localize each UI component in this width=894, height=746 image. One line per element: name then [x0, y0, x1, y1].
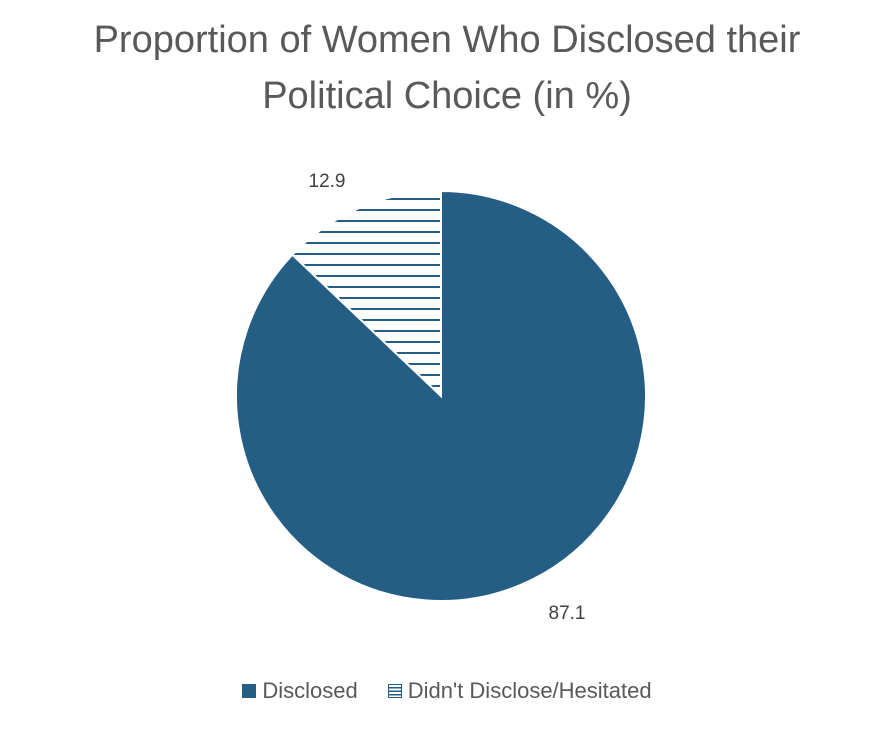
chart-legend: Disclosed Didn't Disclose/Hesitated: [0, 678, 894, 704]
legend-swatch-didnt-disclose: [387, 684, 402, 698]
pie-data-labels: 87.1 12.9: [309, 171, 586, 624]
legend-label-disclosed: Disclosed: [262, 678, 358, 703]
chart-title-line-2: Political Choice (in %): [262, 75, 632, 117]
legend-item-disclosed: Disclosed: [242, 678, 358, 704]
chart-title-line-1: Proportion of Women Who Disclosed their: [93, 19, 801, 61]
pie-slice-disclosed: [235, 189, 647, 602]
legend-item-didnt-disclose: Didn't Disclose/Hesitated: [387, 678, 652, 704]
data-label-didn-t-disclose-hesitated: 12.9: [309, 171, 346, 192]
pie-slice-didn-t-disclose-hesitated: [291, 189, 442, 399]
data-label-disclosed: 87.1: [549, 603, 586, 624]
pie-slices: [235, 189, 647, 602]
legend-label-didnt-disclose: Didn't Disclose/Hesitated: [407, 678, 652, 703]
legend-swatch-disclosed: [242, 684, 257, 698]
chart-title: Proportion of Women Who Disclosed their …: [0, 12, 894, 124]
